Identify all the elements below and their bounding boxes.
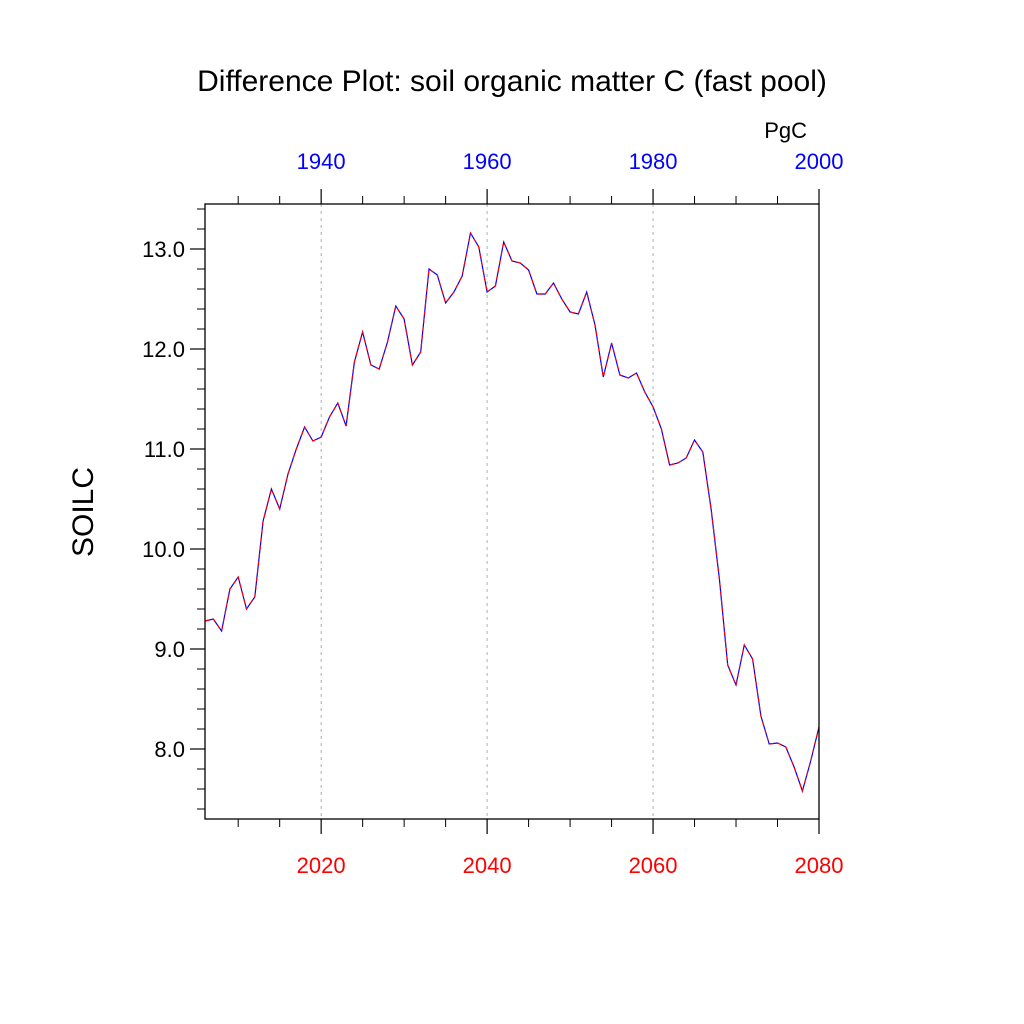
units-label: PgC <box>764 118 807 143</box>
y-axis: 8.0 9.0 10.0 11.0 12.0 13.0 <box>142 237 205 762</box>
y-tick-label: 13.0 <box>142 237 185 262</box>
gridlines <box>320 204 654 819</box>
x-tick-label: 2080 <box>795 853 844 878</box>
chart-title: Difference Plot: soil organic matter C (… <box>197 65 827 98</box>
top-x-tick-label: 1940 <box>297 149 346 174</box>
y-axis-label: SOILC <box>67 467 100 557</box>
plot-frame <box>204 203 820 820</box>
y-tick-label: 8.0 <box>154 737 185 762</box>
top-x-tick-label: 1960 <box>463 149 512 174</box>
minor-ticks <box>197 196 779 827</box>
y-tick-label: 9.0 <box>154 637 185 662</box>
series-layer <box>204 231 820 794</box>
top-x-tick-label: 2000 <box>795 149 844 174</box>
x-axis-top: 1940 1960 1980 2000 <box>297 149 844 204</box>
series-line <box>204 231 820 794</box>
y-tick-label: 11.0 <box>144 437 185 462</box>
series-line-dashed <box>204 231 820 794</box>
x-tick-label: 2020 <box>297 853 346 878</box>
top-x-tick-label: 1980 <box>629 149 678 174</box>
x-tick-label: 2040 <box>463 853 512 878</box>
y-tick-label: 10.0 <box>142 537 185 562</box>
y-tick-label: 12.0 <box>142 337 185 362</box>
x-axis-bottom: 2020 2040 2060 2080 <box>297 819 844 878</box>
x-tick-label: 2060 <box>629 853 678 878</box>
